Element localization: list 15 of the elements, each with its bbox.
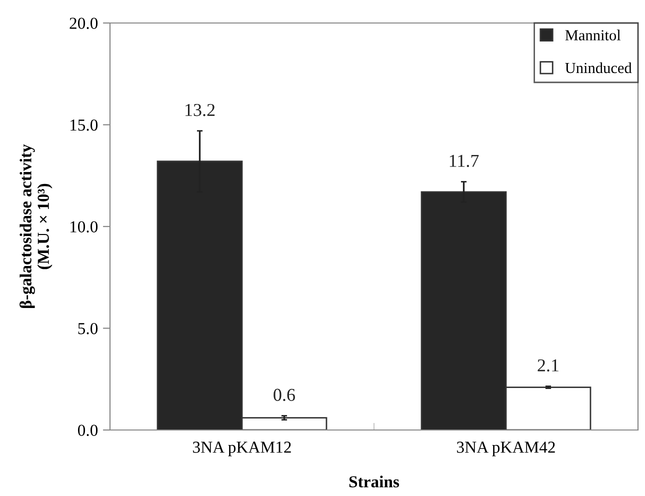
y-axis-title: β-galactosidase activity (M.U. × 10³) [20,144,52,308]
legend-label: Uninduced [565,62,632,74]
y-tick-label: 10.0 [70,221,98,233]
data-label: 11.7 [450,154,479,168]
y-tick-label: 20.0 [70,18,98,30]
x-tick-label: 3NA pKAM12 [193,442,291,456]
data-label: 0.6 [274,388,295,402]
y-tick-label: 0.0 [78,424,98,436]
x-axis-title: Strains [349,476,400,488]
legend-label: Mannitol [565,30,621,40]
x-tick-label: 3NA pKAM42 [457,442,555,456]
y-tick-label: 5.0 [78,322,98,334]
y-tick-label: 15.0 [70,119,98,131]
data-label: 13.2 [186,104,215,116]
data-label: 2.1 [538,359,558,372]
